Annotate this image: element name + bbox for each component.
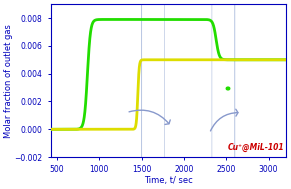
Text: Cu⁺@MiL-101: Cu⁺@MiL-101 xyxy=(228,143,285,152)
X-axis label: Time, t/ sec: Time, t/ sec xyxy=(144,176,193,185)
Y-axis label: Molar fraction of outlet gas: Molar fraction of outlet gas xyxy=(4,24,13,138)
